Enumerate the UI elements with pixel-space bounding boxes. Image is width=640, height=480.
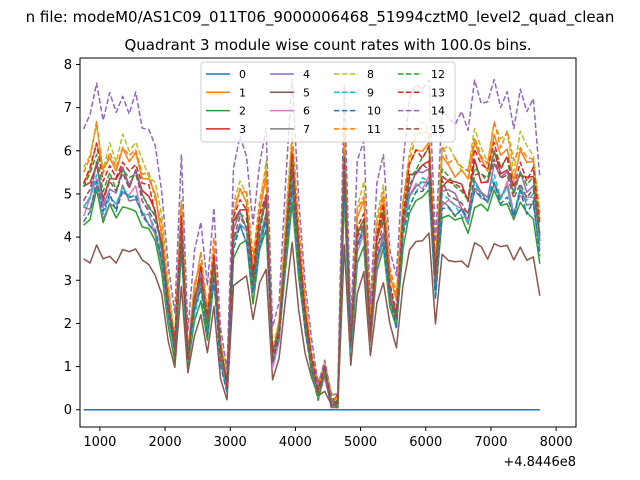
legend-label: 9 bbox=[367, 86, 374, 99]
chart-title: Quadrant 3 module wise count rates with … bbox=[124, 36, 531, 54]
y-tick-label: 0 bbox=[64, 403, 72, 418]
x-tick-label: 1000 bbox=[83, 435, 116, 450]
legend-label: 11 bbox=[367, 123, 381, 136]
legend-label: 10 bbox=[367, 105, 381, 118]
x-tick-label: 7000 bbox=[474, 435, 507, 450]
series-line-11 bbox=[82, 120, 541, 404]
legend-label: 12 bbox=[431, 68, 445, 81]
axes-frame bbox=[79, 57, 577, 428]
series-line-14 bbox=[82, 78, 541, 396]
legend-box bbox=[200, 61, 456, 143]
y-axis: 0 1 2 3 4 5 6 7 8 bbox=[64, 58, 80, 418]
y-tick-label: 5 bbox=[64, 187, 72, 202]
x-axis: 1000 2000 3000 4000 5000 6000 7000 8000 bbox=[83, 427, 573, 450]
x-offset-label: +4.8446e8 bbox=[503, 455, 576, 470]
legend-label: 0 bbox=[239, 68, 246, 81]
legend-label: 2 bbox=[239, 105, 246, 118]
legend-label: 6 bbox=[303, 105, 310, 118]
x-tick-label: 8000 bbox=[540, 435, 573, 450]
legend-label: 1 bbox=[239, 86, 246, 99]
legend-label: 7 bbox=[303, 123, 310, 136]
x-tick-label: 5000 bbox=[344, 435, 377, 450]
legend-label: 13 bbox=[431, 86, 445, 99]
y-tick-label: 3 bbox=[64, 274, 72, 289]
x-tick-label: 4000 bbox=[279, 435, 312, 450]
series-line-10 bbox=[82, 180, 541, 408]
series-layer bbox=[82, 78, 541, 411]
x-tick-label: 6000 bbox=[409, 435, 442, 450]
legend-label: 14 bbox=[431, 105, 445, 118]
y-tick-label: 4 bbox=[64, 231, 72, 246]
y-tick-label: 2 bbox=[64, 317, 72, 332]
legend-label: 8 bbox=[367, 68, 374, 81]
legend-label: 5 bbox=[303, 86, 310, 99]
x-tick-label: 2000 bbox=[149, 435, 182, 450]
series-line-15 bbox=[82, 158, 541, 409]
y-tick-label: 7 bbox=[64, 101, 72, 116]
y-tick-label: 8 bbox=[64, 58, 72, 73]
figure-suptitle: n file: modeM0/AS1C09_011T06_9000006468_… bbox=[26, 8, 615, 27]
y-tick-label: 1 bbox=[64, 360, 72, 375]
legend-label: 4 bbox=[303, 68, 310, 81]
x-tick-label: 3000 bbox=[214, 435, 247, 450]
legend-label: 3 bbox=[239, 123, 246, 136]
legend-label: 15 bbox=[431, 123, 445, 136]
y-tick-label: 6 bbox=[64, 144, 72, 159]
series-line-5 bbox=[83, 232, 541, 409]
plot-area: 1000 2000 3000 4000 5000 6000 7000 8000 0123456… bbox=[64, 57, 577, 470]
